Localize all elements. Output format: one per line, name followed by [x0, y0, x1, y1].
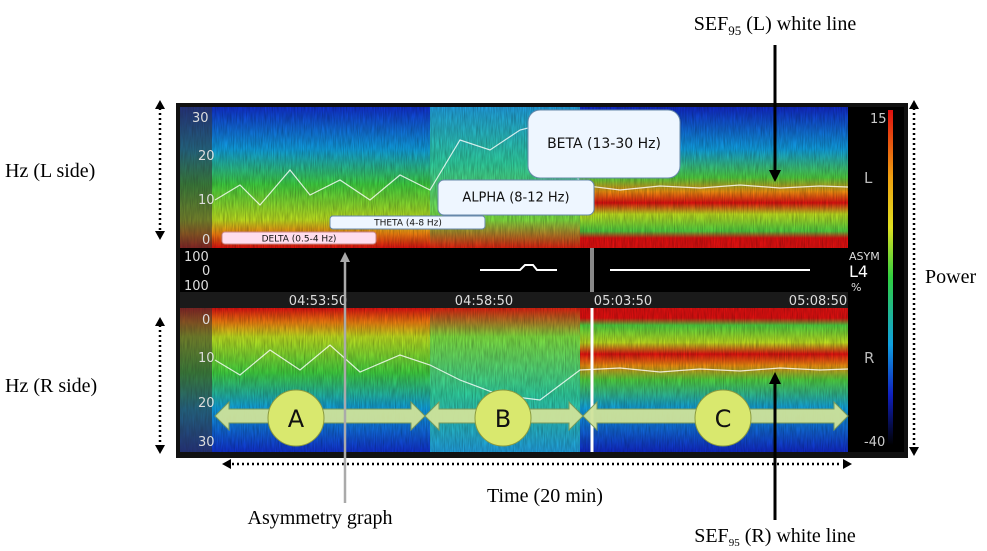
scale-panel: [848, 107, 904, 452]
phase-label: B: [495, 405, 511, 433]
dotted-arrows: [158, 108, 916, 466]
time-label: 05:08:50: [789, 294, 847, 309]
time-label: 04:53:50: [289, 294, 347, 309]
tick-label: 100: [184, 279, 209, 294]
axis-caption: Power: [925, 266, 976, 288]
scale-label: R: [864, 349, 874, 367]
phase-label: C: [715, 405, 732, 433]
caption-part: (L) white line: [741, 13, 856, 35]
band-label: DELTA (0.5-4 Hz): [262, 235, 337, 245]
caption-part: SEF: [694, 525, 728, 547]
spectrogram-left: [180, 107, 849, 248]
marker: [590, 248, 594, 292]
caption: SEF95 (R) white line: [669, 525, 871, 549]
axis-caption: Hz (L side): [5, 160, 95, 182]
scale-label: %: [851, 281, 861, 294]
tick-label: 100: [184, 250, 209, 265]
axis-caption: Hz (R side): [5, 375, 97, 397]
caption-part: SEF: [694, 13, 728, 35]
tick-label: 10: [198, 193, 215, 208]
phase-label: A: [288, 405, 305, 433]
color-bar: [888, 110, 893, 445]
phase-badge: [267, 389, 325, 447]
scale-label: 15: [870, 112, 887, 127]
scale-label: L: [864, 169, 873, 187]
arrow-head: [340, 252, 350, 262]
axis-caption: Time (20 min): [487, 485, 603, 507]
tick-label: 0: [202, 264, 210, 279]
band-label: THETA (4-8 Hz): [373, 219, 442, 229]
caption-sub: 95: [728, 23, 741, 38]
band-label: BETA (13-30 Hz): [547, 136, 661, 152]
tick-label: 30: [192, 111, 209, 126]
band-box: [527, 109, 681, 179]
tick-label: 20: [198, 396, 215, 411]
scale-label: -40: [864, 435, 885, 450]
scale-label: ASYM: [849, 250, 880, 263]
time-label: 05:03:50: [594, 294, 652, 309]
phase-badge: [474, 389, 532, 447]
tick-label: 0: [202, 313, 210, 328]
band-box: [329, 215, 486, 230]
caption-part: (R) white line: [740, 525, 856, 547]
scale-label: L4: [849, 262, 868, 281]
band-box: [221, 231, 377, 245]
time-label: 04:58:50: [455, 294, 513, 309]
time-axis: [180, 292, 848, 308]
tick-label: 10: [198, 351, 215, 366]
phase-badge: [694, 389, 752, 447]
band-label: ALPHA (8-12 Hz): [462, 191, 569, 206]
band-box: [437, 179, 595, 216]
tick-label: 30: [198, 435, 215, 450]
caption: Asymmetry graph: [248, 507, 393, 529]
tick-label: 20: [198, 149, 215, 164]
tick-label: 0: [202, 233, 210, 248]
scale-labels: 15 L ASYM L4 % R -40: [849, 112, 887, 450]
caption: SEF95 (L) white line: [669, 13, 871, 38]
caption-sub: 95: [729, 537, 741, 549]
asymmetry-trace: [480, 264, 810, 271]
